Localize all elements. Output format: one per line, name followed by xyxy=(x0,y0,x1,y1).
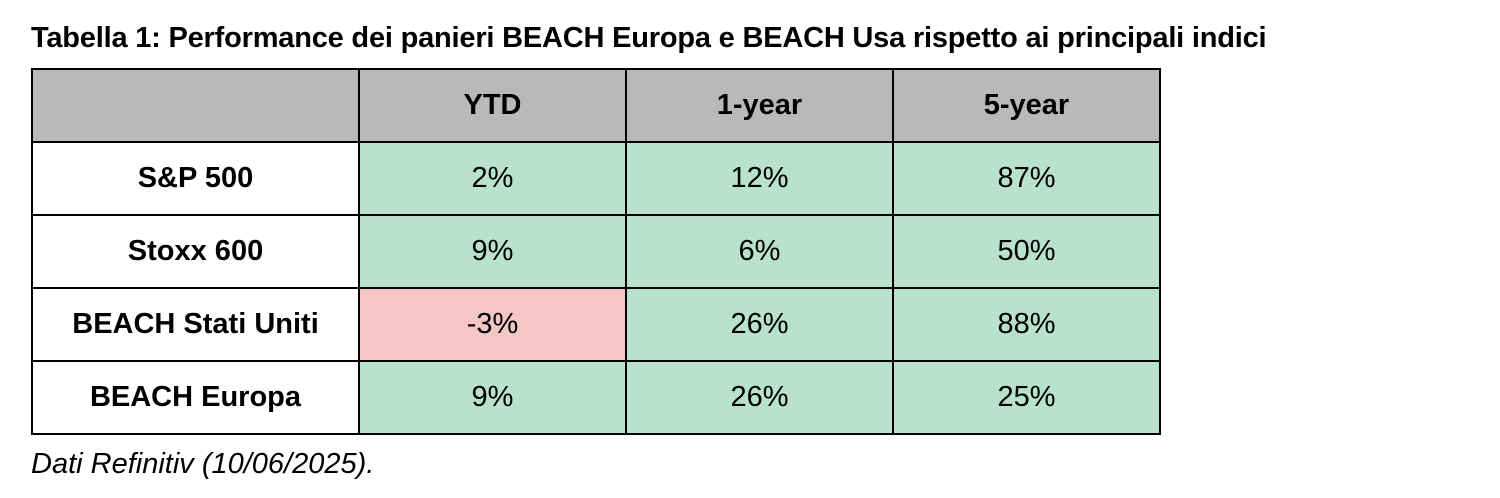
value-cell-5-year: 87% xyxy=(892,141,1161,216)
table-row: S&P 500 2% 12% 87% xyxy=(31,141,1161,216)
table-row: Stoxx 600 9% 6% 50% xyxy=(31,214,1161,289)
header-cell-ytd: YTD xyxy=(358,68,627,143)
value-cell-5-year: 25% xyxy=(892,360,1161,435)
table-header-row: YTD 1-year 5-year xyxy=(31,68,1161,143)
value-cell-1-year: 12% xyxy=(625,141,894,216)
value-cell-1-year: 26% xyxy=(625,287,894,362)
value-cell-1-year: 6% xyxy=(625,214,894,289)
value-cell-5-year: 88% xyxy=(892,287,1161,362)
source-note: Dati Refinitiv (10/06/2025). xyxy=(31,448,375,480)
value-cell-ytd: 9% xyxy=(358,360,627,435)
header-cell-1-year: 1-year xyxy=(625,68,894,143)
row-label: BEACH Stati Uniti xyxy=(31,287,360,362)
value-cell-ytd: 9% xyxy=(358,214,627,289)
value-cell-ytd: 2% xyxy=(358,141,627,216)
performance-table: YTD 1-year 5-year S&P 500 2% 12% 87% Sto… xyxy=(31,68,1161,435)
value-cell-1-year: 26% xyxy=(625,360,894,435)
value-cell-5-year: 50% xyxy=(892,214,1161,289)
table-caption: Tabella 1: Performance dei panieri BEACH… xyxy=(31,22,1267,54)
row-label: BEACH Europa xyxy=(31,360,360,435)
table-row: BEACH Europa 9% 26% 25% xyxy=(31,360,1161,435)
row-label: S&P 500 xyxy=(31,141,360,216)
header-cell-empty xyxy=(31,68,360,143)
header-cell-5-year: 5-year xyxy=(892,68,1161,143)
table-row: BEACH Stati Uniti -3% 26% 88% xyxy=(31,287,1161,362)
row-label: Stoxx 600 xyxy=(31,214,360,289)
value-cell-ytd: -3% xyxy=(358,287,627,362)
